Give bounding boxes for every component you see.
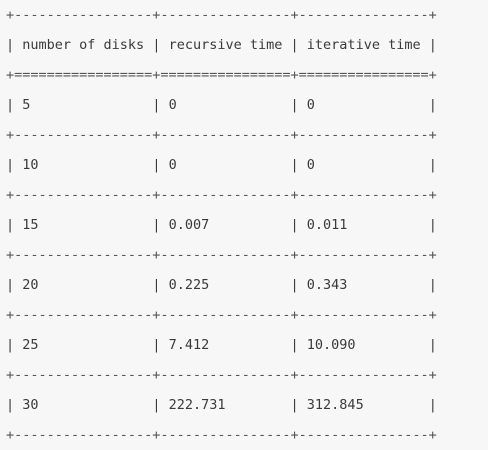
table-cell: 0 (306, 157, 315, 173)
ascii-results-table: +-----------------+----------------+----… (6, 0, 437, 450)
header-row: | number of disks | recursive time | ite… (6, 37, 437, 53)
table-cell: 5 (22, 97, 31, 113)
row-separator: +-----------------+----------------+----… (6, 307, 437, 323)
row-separator: +-----------------+----------------+----… (6, 247, 437, 263)
table-cell: 0.007 (168, 217, 210, 233)
table-cell: 10.090 (306, 337, 356, 353)
table-cell: 0 (168, 157, 177, 173)
table-row: | 30 | 222.731 | 312.845 | (6, 397, 437, 413)
table-cell: 25 (22, 337, 39, 353)
table-cell: 0 (306, 97, 315, 113)
table-row: | 10 | 0 | 0 | (6, 157, 437, 173)
row-separator: +-----------------+----------------+----… (6, 187, 437, 203)
table-cell: 0.011 (306, 217, 348, 233)
table-cell: 10 (22, 157, 39, 173)
table-cell: 222.731 (168, 397, 226, 413)
table-row: | 5 | 0 | 0 | (6, 97, 437, 113)
table-cell: 0.225 (168, 277, 210, 293)
table-cell: 312.845 (306, 397, 364, 413)
column-header: number of disks (22, 37, 145, 53)
header-separator: +=================+================+====… (6, 67, 437, 83)
table-row: | 20 | 0.225 | 0.343 | (6, 277, 437, 293)
table-cell: 30 (22, 397, 39, 413)
row-separator: +-----------------+----------------+----… (6, 127, 437, 143)
table-cell: 0.343 (306, 277, 348, 293)
table-row: | 25 | 7.412 | 10.090 | (6, 337, 437, 353)
column-header: iterative time (306, 37, 421, 53)
table-cell: 0 (168, 97, 177, 113)
table-cell: 7.412 (168, 337, 210, 353)
table-cell: 20 (22, 277, 39, 293)
table-row: | 15 | 0.007 | 0.011 | (6, 217, 437, 233)
row-separator: +-----------------+----------------+----… (6, 367, 437, 383)
row-separator: +-----------------+----------------+----… (6, 427, 437, 443)
column-header: recursive time (168, 37, 283, 53)
table-border-top: +-----------------+----------------+----… (6, 7, 437, 23)
table-cell: 15 (22, 217, 39, 233)
